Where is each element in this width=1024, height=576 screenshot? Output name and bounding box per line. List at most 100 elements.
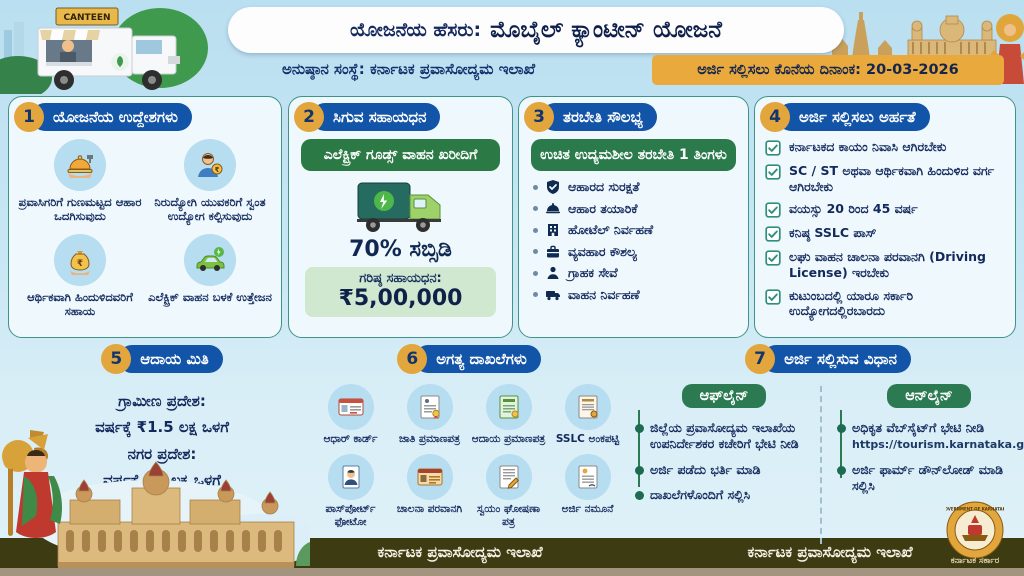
electric-truck-icon — [356, 182, 441, 233]
offline-mode-pill: ಆಫ್‌ಲೈನ್ — [681, 384, 767, 408]
training-item: ಹೋಟೆಲ್ ನಿರ್ವಹಣೆ — [533, 222, 748, 238]
self-employment-icon: ₹ — [184, 139, 236, 191]
online-column: ಆನ್‌ಲೈನ್ ಅಧಿಕೃತ ವೆಬ್‌ಸೈಟ್‌ಗೆ ಭೇಟಿ ನೀಡಿ h… — [836, 384, 1024, 512]
svg-text:₹: ₹ — [77, 259, 83, 269]
emblem-ring-text: GOVERNMENT OF KARNATAKA — [946, 507, 1004, 512]
section-training-header: 3 ತರಬೇತಿ ಸೌಲಭ್ಯ — [524, 102, 657, 132]
eligibility-item: SC / ST ಅಥವಾ ಆರ್ಥಿಕವಾಗಿ ಹಿಂದುಳಿದ ವರ್ಗ ಆಗ… — [765, 163, 1007, 194]
section-objectives-header: 1 ಯೋಜನೆಯ ಉದ್ದೇಶಗಳು — [14, 102, 192, 132]
section-training: 3 ತರಬೇತಿ ಸೌಲಭ್ಯ ಉಚಿತ ಉದ್ಯಮಶೀಲ ತರಬೇತಿ 1 ತ… — [518, 96, 749, 338]
section-number-badge: 5 — [101, 344, 132, 374]
eligibility-item: ಕರ್ನಾಟಕದ ಕಾಯಂ ನಿವಾಸಿ ಆಗಿರಬೇಕು — [765, 139, 1007, 156]
section-title: ಅರ್ಜಿ ಸಲ್ಲಿಸಲು ಅರ್ಹತೆ — [777, 103, 930, 131]
driving-license-icon — [406, 454, 453, 501]
awning — [40, 30, 100, 40]
checkbox-icon — [765, 226, 781, 242]
section-documents: 6 ಅಗತ್ಯ ದಾಖಲೆಗಳು ಆಧಾರ್ ಕಾರ್ಡ್ ಜಾತಿ ಪ್ರಮಾ… — [312, 344, 626, 529]
eligibility-list: ಕರ್ನಾಟಕದ ಕಾಯಂ ನಿವಾಸಿ ಆಗಿರಬೇಕು SC / ST ಅಥ… — [765, 139, 1007, 319]
section-eligibility: 4 ಅರ್ಜಿ ಸಲ್ಲಿಸಲು ಅರ್ಹತೆ ಕರ್ನಾಟಕದ ಕಾಯಂ ನಿ… — [754, 96, 1016, 338]
self-declaration-icon — [485, 454, 532, 501]
checkbox-icon — [765, 140, 781, 156]
scheme-title-prefix: ಯೋಜನೆಯ ಹೆಸರು: — [350, 19, 482, 41]
objective-label: ನಿರುದ್ಯೋಗಿ ಯುವಕರಿಗೆ ಸ್ವಂತ ಉದ್ಯೋಗ ಕಲ್ಪಿಸು… — [154, 195, 266, 224]
karnataka-government-emblem: GOVERNMENT OF KARNATAKA — [946, 501, 1004, 559]
section-subsidy-header: 2 ಸಿಗುವ ಸಹಾಯಧನ — [294, 102, 441, 132]
section-income-header: 5 ಆದಾಯ ಮಿತಿ — [34, 344, 290, 374]
objective-item: ಎಲೆಕ್ಟ್ರಿಕ್ ವಾಹನ ಬಳಕೆ ಉತ್ತೇಜನ — [145, 233, 275, 319]
eligibility-item: ಕನಿಷ್ಠ SSLC ಪಾಸ್ — [765, 225, 1007, 242]
document-item: ಅರ್ಜಿ ನಮೂನೆ — [549, 454, 626, 529]
svg-text:₹: ₹ — [215, 166, 220, 174]
bullet-dot — [533, 270, 538, 276]
section-title: ಅರ್ಜಿ ಸಲ್ಲಿಸುವ ವಿಧಾನ — [762, 345, 911, 373]
section-title: ಯೋಜನೆಯ ಉದ್ದೇಶಗಳು — [31, 103, 192, 131]
deadline-badge: ಅರ್ಜಿ ಸಲ್ಲಿಸಲು ಕೊನೆಯ ದಿನಾಂಕ: 20-03-2026 — [652, 55, 1004, 85]
urban-income-label: ನಗರ ಪ್ರದೇಶ: — [127, 444, 197, 463]
electric-car-icon — [184, 233, 236, 286]
food-serving-icon — [54, 139, 106, 191]
training-item: ಗ್ರಾಹಕ ಸೇವೆ — [533, 265, 748, 281]
section-number-badge: 3 — [524, 102, 554, 132]
document-item: ಪಾಸ್‌ಪೋರ್ಟ್ ಫೋಟೋ — [312, 454, 389, 529]
training-list: ಆಹಾರದ ಸುರಕ್ಷತೆ ಆಹಾರ ತಯಾರಿಕೆ ಹೋಟೆಲ್ ನಿರ್ವ… — [533, 179, 748, 303]
subsidy-percent: 70% ಸಬ್ಸಿಡಿ — [349, 237, 452, 263]
section-title: ತರಬೇತಿ ಸೌಲಭ್ಯ — [541, 103, 657, 131]
training-item: ಆಹಾರದ ಸುರಕ್ಷತೆ — [533, 179, 748, 195]
training-item: ವಾಹನ ನಿರ್ವಹಣೆ — [533, 287, 748, 303]
offline-online-divider — [820, 386, 822, 544]
footer-department-left: ಕರ್ನಾಟಕ ಪ್ರವಾಸೋದ್ಯಮ ಇಲಾಖೆ — [377, 543, 543, 561]
application-form-icon — [564, 454, 611, 501]
bullet-dot — [533, 184, 538, 190]
checkbox-icon — [765, 202, 781, 218]
objective-label: ಎಲೆಕ್ಟ್ರಿಕ್ ವಾಹನ ಬಳಕೆ ಉತ್ತೇಜನ — [148, 289, 272, 304]
canteen-sign: CANTEEN — [63, 13, 110, 23]
section-objectives: 1 ಯೋಜನೆಯ ಉದ್ದೇಶಗಳು ಪ್ರವಾಸಿಗರಿಗೆ ಗುಣಮಟ್ಟದ… — [8, 96, 282, 338]
goddess-figure — [2, 430, 62, 538]
online-steps: ಅಧಿಕೃತ ವೆಬ್‌ಸೈಟ್‌ಗೆ ಭೇಟಿ ನೀಡಿ https://to… — [836, 409, 1024, 495]
section-how-to-apply: 7 ಅರ್ಜಿ ಸಲ್ಲಿಸುವ ವಿಧಾನ ಆಫ್‌ಲೈನ್ ಜಿಲ್ಲೆಯ … — [634, 344, 1024, 544]
objective-item: ₹ ನಿರುದ್ಯೋಗಿ ಯುವಕರಿಗೆ ಸ್ವಂತ ಉದ್ಯೋಗ ಕಲ್ಪಿ… — [145, 139, 275, 224]
section-eligibility-header: 4 ಅರ್ಜಿ ಸಲ್ಲಿಸಲು ಅರ್ಹತೆ — [760, 102, 930, 132]
goddess-palace-illustration — [2, 430, 310, 568]
sslc-markscard-icon — [564, 384, 611, 430]
checkbox-icon — [765, 250, 781, 266]
bullet-dot — [533, 206, 538, 212]
training-item: ಆಹಾರ ತಯಾರಿಕೆ — [533, 201, 748, 217]
training-item: ವ್ಯವಹಾರ ಕೌಶಲ್ಯ — [533, 244, 748, 260]
section-title: ಆದಾಯ ಮಿತಿ — [118, 345, 223, 373]
footer-bottom-strip — [0, 568, 1024, 576]
section-number-badge: 1 — [14, 102, 44, 132]
checkbox-icon — [765, 289, 781, 305]
section-number-badge: 6 — [397, 344, 428, 374]
section-apply-header: 7 ಅರ್ಜಿ ಸಲ್ಲಿಸುವ ವಿಧಾನ — [634, 344, 1022, 374]
eligibility-item: ಕುಟುಂಬದಲ್ಲಿ ಯಾರೂ ಸರ್ಕಾರಿ ಉದ್ಯೋಗದಲ್ಲಿರಬಾರ… — [765, 288, 1007, 319]
bullet-dot — [533, 292, 538, 298]
offline-step: ದಾಖಲೆಗಳೊಂದಿಗೆ ಸಲ್ಲಿಸಿ — [635, 487, 814, 503]
caste-certificate-icon — [406, 384, 453, 430]
section-title: ಸಿಗುವ ಸಹಾಯಧನ — [311, 103, 441, 131]
customer-service-icon — [545, 265, 561, 281]
section-number-badge: 2 — [294, 102, 324, 132]
document-item: SSLC ಅಂಕಪಟ್ಟಿ — [549, 384, 626, 446]
document-item: ಸ್ವಯಂ ಘೋಷಣಾ ಪತ್ರ — [470, 454, 547, 529]
government-of-karnataka-label: ಕರ್ನಾಟಕ ಸರ್ಕಾರ — [950, 556, 1000, 566]
online-step: ಅರ್ಜಿ ಫಾರ್ಮ್ ಡೌನ್‌ಲೋಡ್ ಮಾಡಿ ಸಲ್ಲಿಸಿ — [837, 462, 1022, 495]
section-documents-header: 6 ಅಗತ್ಯ ದಾಖಲೆಗಳು — [312, 344, 626, 374]
online-step: ಅಧಿಕೃತ ವೆಬ್‌ಸೈಟ್‌ಗೆ ಭೇಟಿ ನೀಡಿ https://to… — [837, 420, 1024, 452]
objective-label: ಪ್ರವಾಸಿಗರಿಗೆ ಗುಣಮಟ್ಟದ ಆಹಾರ ಒದಗಿಸುವುದು — [18, 195, 142, 224]
offline-step: ಜಿಲ್ಲೆಯ ಪ್ರವಾಸೋದ್ಯಮ ಇಲಾಖೆಯ ಉಪನಿರ್ದೇಶಕರ ಕ… — [635, 420, 814, 453]
cooking-icon — [545, 201, 561, 217]
offline-steps: ಜಿಲ್ಲೆಯ ಪ್ರವಾಸೋದ್ಯಮ ಇಲಾಖೆಯ ಉಪನಿರ್ದೇಶಕರ ಕ… — [634, 410, 814, 503]
document-item: ಜಾತಿ ಪ್ರಮಾಣಪತ್ರ — [391, 384, 468, 446]
section-title: ಅಗತ್ಯ ದಾಖಲೆಗಳು — [414, 345, 541, 373]
training-highlight: ಉಚಿತ ಉದ್ಯಮಶೀಲ ತರಬೇತಿ 1 ತಿಂಗಳು — [531, 139, 736, 172]
official-website-link[interactable]: https://tourism.karnataka.gov.in/kn — [852, 438, 1024, 452]
section-subsidy: 2 ಸಿಗುವ ಸಹಾಯಧನ ಎಲೆಕ್ಟ್ರಿಕ್ ಗೂಡ್ಸ್ ವಾಹನ ಖ… — [288, 96, 513, 338]
shield-check-icon — [545, 179, 561, 195]
passport-photo-icon — [327, 454, 374, 501]
canteen-truck-illustration: CANTEEN — [0, 7, 208, 94]
online-mode-pill: ಆನ್‌ಲೈನ್ — [887, 384, 971, 408]
max-subsidy-amount: ₹5,00,000 — [338, 286, 463, 312]
eligibility-item: ವಯಸ್ಸು 20 ರಿಂದ 45 ವರ್ಷ — [765, 201, 1007, 218]
